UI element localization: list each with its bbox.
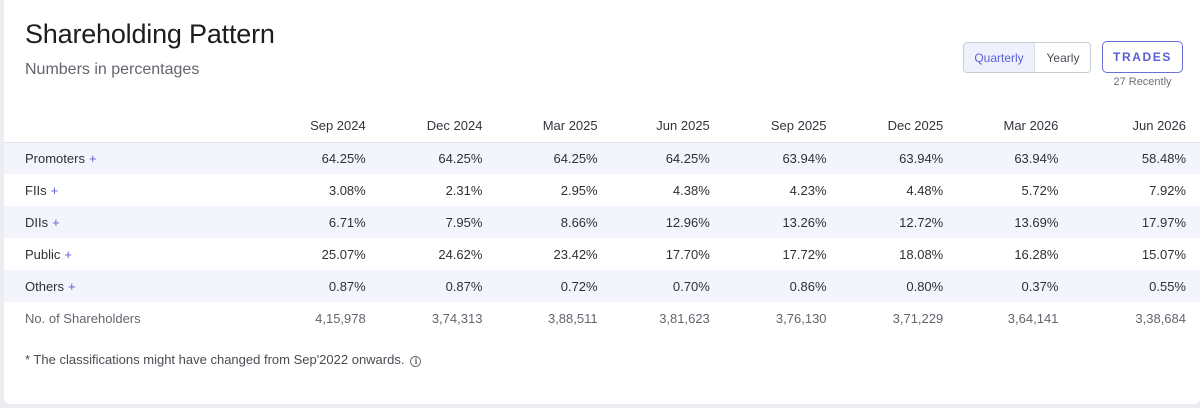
row-label-text: DIIs xyxy=(25,214,49,230)
table-cell: 0.87% xyxy=(365,270,483,302)
column-header: Jun 2025 xyxy=(597,110,710,143)
row-label[interactable]: FIIs + xyxy=(4,174,249,206)
row-label[interactable]: Others + xyxy=(4,270,249,302)
expand-plus-icon[interactable]: + xyxy=(68,278,76,294)
table-cell: 12.72% xyxy=(826,206,944,238)
table-cell: 3,74,313 xyxy=(431,310,483,326)
row-label[interactable]: DIIs + xyxy=(4,206,249,238)
row-label: No. of Shareholders xyxy=(4,302,249,334)
table-cell: 3,71,229 xyxy=(892,310,944,326)
table-cell: 3,64,141 xyxy=(1007,310,1059,326)
column-header: Sep 2024 xyxy=(249,110,366,143)
table-cell: 3.08% xyxy=(328,182,366,198)
page-title: Shareholding Pattern xyxy=(25,19,275,49)
table-cell: 0.87% xyxy=(249,270,366,302)
shareholding-card: Shareholding Pattern Numbers in percenta… xyxy=(4,0,1200,404)
column-header: Dec 2024 xyxy=(365,110,483,143)
table-cell: 3,76,130 xyxy=(775,310,827,326)
row-label-text: Promoters xyxy=(25,150,85,166)
table-cell: 0.72% xyxy=(482,270,598,302)
page-subtitle: Numbers in percentages xyxy=(25,61,200,78)
row-label-text: Others xyxy=(25,278,65,294)
table-cell: 13.69% xyxy=(943,206,1059,238)
table-row-public[interactable]: Public +25.07% 24.62% 23.42% 17.70% 17.72% 18.… xyxy=(4,238,1200,270)
row-label[interactable]: Promoters + xyxy=(4,142,249,174)
table-cell: 3,88,511 xyxy=(547,310,598,326)
table-cell: 63.94% xyxy=(826,142,944,174)
expand-plus-icon[interactable]: + xyxy=(64,246,73,262)
table-cell: 4.38% xyxy=(672,182,710,198)
row-label-text: Public xyxy=(25,246,61,262)
row-label-text: No. of Shareholders xyxy=(25,310,141,326)
footnote-text: * The classifications might have changed… xyxy=(25,352,405,367)
row-label[interactable]: Public + xyxy=(4,238,249,270)
period-toggle: Quarterly Yearly xyxy=(963,42,1091,73)
table-cell: 0.80% xyxy=(826,270,944,302)
quarterly-toggle-button[interactable]: Quarterly xyxy=(964,43,1035,72)
table-cell: 64.25% xyxy=(482,142,598,174)
table-cell: 58.48% xyxy=(1058,142,1200,174)
table-cell: 0.70% xyxy=(597,270,710,302)
expand-plus-icon[interactable]: + xyxy=(52,214,60,230)
table-cell: 64.25% xyxy=(249,142,366,174)
table-cell: 17.70% xyxy=(665,246,710,262)
table-cell: 17.97% xyxy=(1058,206,1200,238)
table-cell: 5.72% xyxy=(1021,182,1059,198)
table-cell: 0.37% xyxy=(943,270,1059,302)
table-cell: 7.92% xyxy=(1149,182,1186,198)
table-cell: 6.71% xyxy=(249,206,366,238)
table-cell: 24.62% xyxy=(438,246,483,262)
table-cell: 16.28% xyxy=(1014,246,1059,262)
table-cell: 25.07% xyxy=(321,246,366,262)
table-cell: 2.95% xyxy=(560,182,598,198)
table-cell: 0.55% xyxy=(1058,270,1200,302)
table-row-promoters[interactable]: Promoters +64.25% 64.25% 64.25% 64.25% 63.94%… xyxy=(4,142,1200,174)
info-icon[interactable]: i xyxy=(410,356,422,367)
expand-plus-icon[interactable]: + xyxy=(88,150,97,166)
table-cell: 64.25% xyxy=(365,142,483,174)
column-header: Sep 2025 xyxy=(709,110,827,143)
yearly-toggle-button[interactable]: Yearly xyxy=(1046,50,1080,65)
classification-footnote: * The classifications might have changed… xyxy=(25,352,422,367)
table-cell: 4,15,978 xyxy=(315,310,366,326)
table-cell: 7.95% xyxy=(365,206,483,238)
table-cell: 13.26% xyxy=(709,206,827,238)
table-header-empty xyxy=(4,110,249,143)
table-cell: 3,38,684 xyxy=(1135,310,1186,326)
shareholding-table: Sep 2024 Dec 2024 Mar 2025 Jun 2025 Sep … xyxy=(4,110,1200,334)
table-header-row: Sep 2024 Dec 2024 Mar 2025 Jun 2025 Sep … xyxy=(4,110,1200,143)
table-cell: 2.31% xyxy=(445,182,483,198)
table-row-diis[interactable]: DIIs +6.71% 7.95% 8.66% 12.96% 13.26% 12.72% 13… xyxy=(4,206,1200,238)
table-row-others[interactable]: Others +0.87% 0.87% 0.72% 0.70% 0.86% 0.80% 0.3… xyxy=(4,270,1200,302)
table-cell: 23.42% xyxy=(553,246,598,262)
table-cell: 0.86% xyxy=(709,270,827,302)
table-cell: 63.94% xyxy=(709,142,827,174)
column-header: Mar 2026 xyxy=(943,110,1059,143)
table-cell: 3,81,623 xyxy=(659,310,710,326)
trades-recent-count: 27 Recently xyxy=(1113,76,1172,88)
table-cell: 64.25% xyxy=(597,142,710,174)
table-row-shareholders: No. of Shareholders 4,15,978 3,74,313 3,88,… xyxy=(4,302,1200,334)
column-header: Dec 2025 xyxy=(826,110,944,143)
row-label-text: FIIs xyxy=(25,182,47,198)
table-cell: 17.72% xyxy=(782,246,827,262)
column-header: Mar 2025 xyxy=(482,110,598,143)
table-cell: 18.08% xyxy=(899,246,944,262)
column-header: Jun 2026 xyxy=(1058,110,1200,143)
table-cell: 4.48% xyxy=(906,182,944,198)
expand-plus-icon[interactable]: + xyxy=(50,182,59,198)
trades-button[interactable]: TRADES xyxy=(1102,41,1183,73)
table-cell: 4.23% xyxy=(789,182,827,198)
table-cell: 8.66% xyxy=(482,206,598,238)
table-cell: 12.96% xyxy=(597,206,710,238)
table-cell: 15.07% xyxy=(1141,246,1186,262)
table-cell: 63.94% xyxy=(943,142,1059,174)
table-row-fiis[interactable]: FIIs +3.08% 2.31% 2.95% 4.38% 4.23% 4.48% 5.72%… xyxy=(4,174,1200,206)
